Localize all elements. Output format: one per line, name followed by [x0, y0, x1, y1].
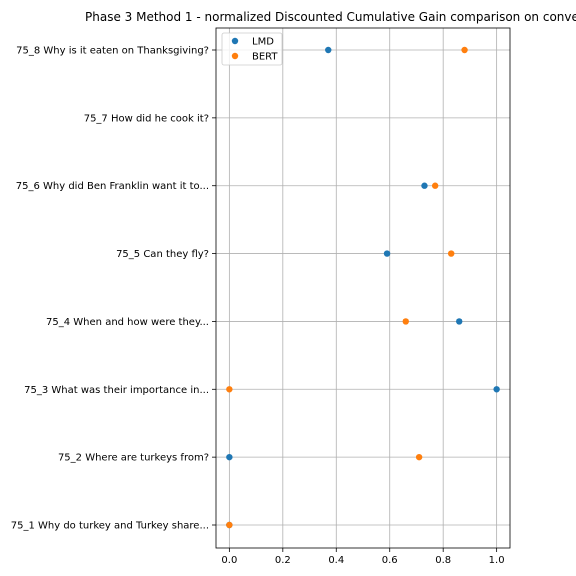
data-point [456, 318, 463, 325]
legend-marker [231, 37, 239, 45]
series-lmd [226, 46, 500, 529]
data-point [415, 453, 423, 461]
x-tick-label: 0.8 [435, 555, 451, 566]
x-tick-label: 0.0 [221, 555, 237, 566]
data-point [431, 182, 439, 189]
axes-frame [215, 27, 511, 549]
legend-label: BERT [252, 52, 278, 63]
data-point [461, 46, 468, 54]
series-bert [226, 46, 468, 529]
data-point [325, 46, 332, 54]
legend-marker [231, 52, 239, 60]
data-point [383, 250, 391, 257]
y-axis: 75_1 Why do turkey and Turkey share... 75… [11, 46, 216, 532]
data-point [226, 521, 233, 529]
plot-points [226, 46, 500, 529]
data-point [421, 182, 428, 189]
grid [216, 28, 510, 548]
data-point [226, 386, 233, 393]
data-point [226, 453, 233, 461]
y-tick-label: 75_4 When and how were they... [46, 317, 209, 328]
y-tick-label: 75_8 Why is it eaten on Thanksgiving? [16, 46, 209, 57]
data-point [448, 250, 455, 257]
legend-label: LMD [252, 37, 274, 48]
y-tick-label: 75_5 Can they fly? [116, 249, 209, 260]
data-point [402, 318, 409, 325]
data-point [493, 386, 500, 393]
x-tick-label: 0.6 [382, 555, 398, 566]
y-tick-label: 75_7 How did he cook it? [84, 113, 209, 124]
x-axis: 0.0 0.2 0.4 0.6 0.8 1.0 [221, 548, 505, 566]
legend: LMD BERT [221, 32, 283, 66]
y-tick-label: 75_6 Why did Ben Franklin want it to... [16, 181, 209, 192]
y-tick-label: 75_2 Where are turkeys from? [58, 453, 209, 464]
x-tick-label: 1.0 [489, 555, 505, 566]
y-tick-label: 75_1 Why do turkey and Turkey share... [11, 521, 209, 532]
x-tick-label: 0.4 [328, 555, 344, 566]
y-tick-label: 75_3 What was their importance in... [24, 385, 209, 396]
chart-title: Phase 3 Method 1 - normalized Discounted… [85, 10, 576, 24]
x-tick-label: 0.2 [275, 555, 291, 566]
